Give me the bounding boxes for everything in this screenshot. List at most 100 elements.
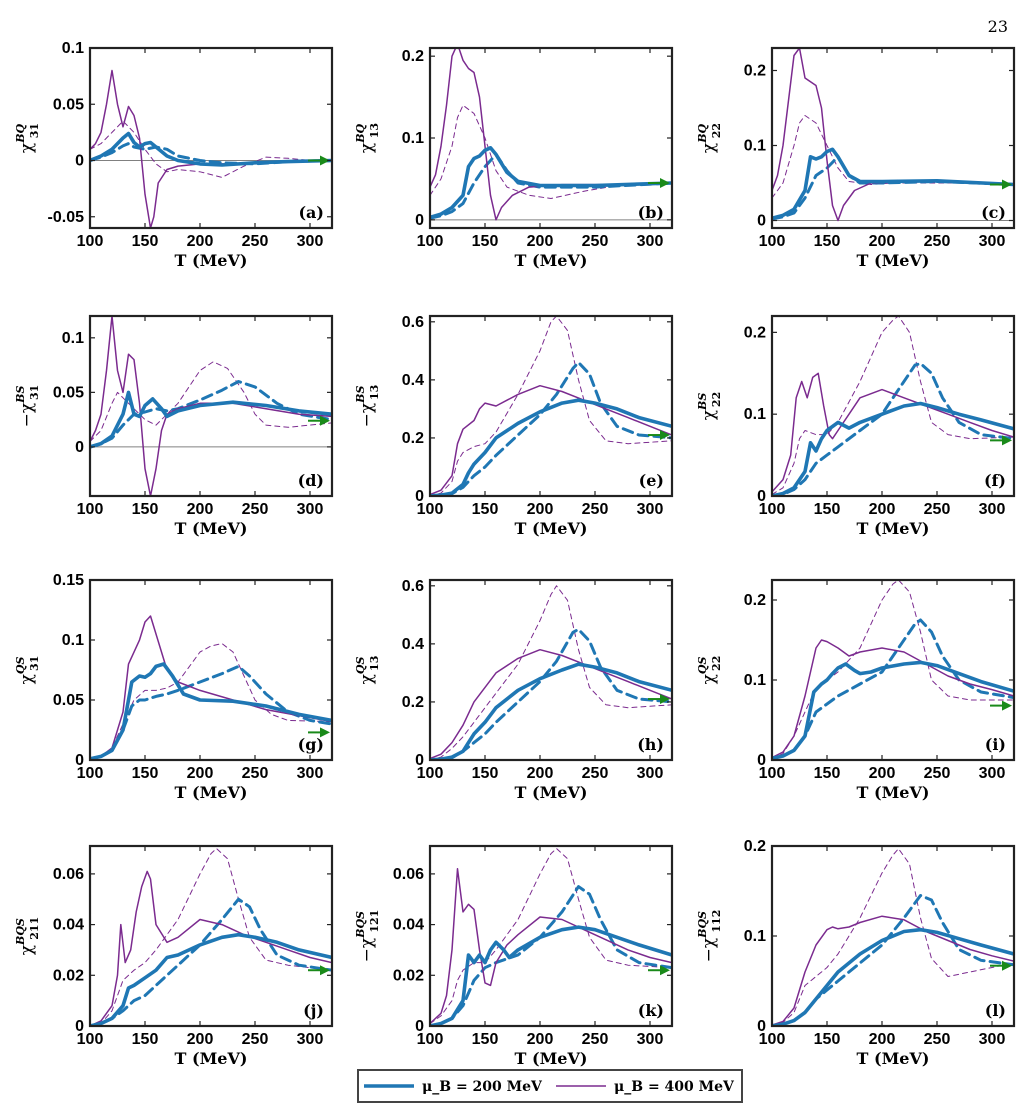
y-axis-label: χBQS211 — [14, 917, 41, 956]
y-tick-label: 0.6 — [402, 578, 424, 595]
y-tick-label: 0.2 — [744, 324, 766, 341]
y-label-sub: 31 — [28, 123, 41, 138]
x-tick-label: 250 — [242, 1031, 269, 1048]
series-dashed-thick — [772, 362, 1014, 496]
x-axis-label: T (MeV) — [857, 1049, 930, 1068]
y-tick-label: 0.1 — [744, 406, 766, 423]
x-tick-label: 250 — [242, 501, 269, 518]
axes-frame — [88, 578, 334, 762]
x-tick-label: 300 — [979, 1031, 1006, 1048]
series-solid-thick — [772, 147, 1014, 221]
plot-lines — [90, 615, 332, 760]
y-label-sub: 13 — [368, 123, 381, 138]
x-tick-label: 250 — [582, 501, 609, 518]
panel-g: 100 150 200 250 300 0 0.05 0.1 0.15 T (MeV) χQS31 (… — [14, 572, 334, 802]
series-solid-thin — [430, 384, 672, 496]
y-tick-label: 0 — [757, 752, 766, 769]
x-axis-label: T (MeV) — [515, 783, 588, 802]
y-tick-label: 0.15 — [53, 572, 84, 589]
plot-area — [430, 48, 672, 228]
series-solid-thick — [90, 390, 332, 449]
panel-label: (h) — [637, 735, 664, 754]
plot-area — [90, 580, 332, 760]
x-tick-label: 100 — [417, 233, 444, 250]
panel-label: (f) — [984, 471, 1006, 490]
series-dashed-thin — [772, 848, 1014, 1026]
series-solid-thick — [430, 662, 672, 760]
y-label-sup: BQ — [696, 123, 709, 143]
y-tick-label: 0.1 — [62, 632, 84, 649]
series-dashed-thin — [772, 580, 1014, 759]
panel-label: (l) — [985, 1001, 1006, 1020]
plot-lines — [772, 580, 1014, 760]
y-label-sup: BS — [14, 386, 27, 404]
y-label-sup: BQS — [696, 911, 709, 939]
x-tick-label: 250 — [582, 1031, 609, 1048]
y-label-sub: 13 — [368, 385, 381, 400]
legend-label-2: μ_B = 400 MeV — [614, 1079, 735, 1095]
x-tick-label: 150 — [132, 1031, 159, 1048]
x-axis-label: T (MeV) — [857, 251, 930, 270]
series-solid-thin — [430, 868, 672, 1025]
y-label-sup: BQS — [354, 911, 367, 939]
y-tick-label: 0.06 — [393, 866, 424, 883]
series-solid-thick — [90, 131, 332, 167]
panel-label: (c) — [981, 203, 1006, 222]
plot-area — [772, 48, 1014, 228]
axes-frame — [88, 844, 334, 1028]
limit-arrow-icon — [660, 430, 670, 441]
x-tick-label: 300 — [297, 765, 324, 782]
x-tick-label: 150 — [814, 233, 841, 250]
y-tick-label: 0.2 — [744, 592, 766, 609]
y-label-sup: QS — [696, 656, 709, 674]
x-tick-label: 200 — [869, 501, 896, 518]
x-tick-label: 300 — [297, 233, 324, 250]
axes-frame — [428, 844, 674, 1028]
x-tick-label: 250 — [242, 765, 269, 782]
limit-arrow-icon — [320, 727, 330, 738]
limit-arrow-icon — [660, 178, 670, 188]
x-tick-label: 250 — [582, 233, 609, 250]
x-tick-label: 150 — [472, 233, 499, 250]
y-axis-label: −χBS31 — [14, 385, 41, 428]
panel-f: 100 150 200 250 300 0 0.1 0.2 T (MeV) χBS22 (f) — [696, 314, 1016, 538]
y-tick-label: 0.04 — [393, 917, 424, 934]
y-label-prefix: χ — [17, 945, 37, 955]
plot-area — [772, 316, 1014, 496]
y-label-sub: 211 — [28, 917, 41, 940]
y-tick-label: 0.2 — [402, 430, 424, 447]
y-axis-label: χQS31 — [14, 656, 41, 685]
limit-arrow-icon — [1002, 435, 1012, 446]
series-dashed-thin — [430, 316, 672, 496]
y-axis-label: χBQ22 — [696, 123, 723, 153]
y-axis-label: χQS22 — [696, 656, 723, 685]
y-label-sub: 22 — [710, 123, 723, 138]
y-tick-label: 0.06 — [53, 866, 84, 883]
x-axis-label: T (MeV) — [175, 1049, 248, 1068]
y-label-prefix: −χ — [17, 403, 37, 428]
y-label-prefix: χ — [357, 674, 377, 684]
series-dashed-thin — [90, 848, 332, 1026]
panel-label: (i) — [985, 735, 1006, 754]
y-tick-label: 0 — [75, 153, 84, 170]
y-axis-label: −χBS13 — [354, 385, 381, 428]
series-dashed-thin — [90, 120, 332, 178]
y-tick-label: 0.05 — [53, 692, 84, 709]
x-axis-label: T (MeV) — [175, 251, 248, 270]
x-tick-label: 100 — [77, 233, 104, 250]
plot-area — [430, 846, 672, 1026]
plot-lines — [90, 316, 332, 496]
limit-arrow-icon — [1002, 179, 1012, 190]
x-tick-label: 150 — [472, 501, 499, 518]
y-tick-label: 0 — [415, 488, 424, 505]
y-tick-label: 0.1 — [62, 330, 84, 347]
series-solid-thick — [772, 401, 1014, 496]
x-tick-label: 250 — [582, 765, 609, 782]
x-tick-label: 100 — [759, 765, 786, 782]
y-tick-label: 0.1 — [744, 138, 766, 155]
panel-d: 100 150 200 250 300 0 0.05 0.1 T (MeV) −χBS31 (d) — [14, 314, 334, 538]
y-tick-label: 0 — [757, 213, 766, 230]
plot-area — [90, 846, 332, 1026]
